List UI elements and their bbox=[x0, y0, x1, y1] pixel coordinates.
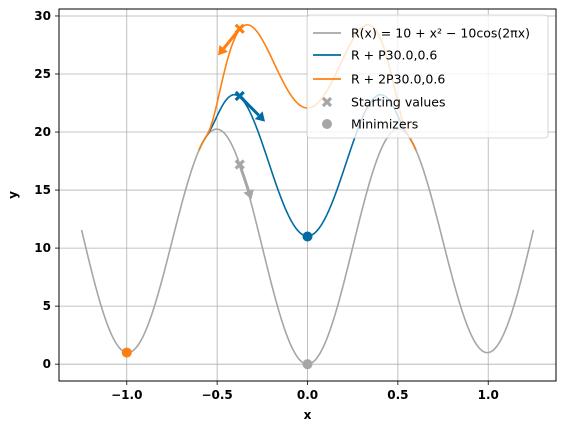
x-tick-label: 0.5 bbox=[387, 388, 408, 402]
x-marker-stroke bbox=[234, 90, 245, 102]
x-tick-label: 0.0 bbox=[297, 388, 318, 402]
minimizer-marker bbox=[302, 231, 313, 242]
y-tick-label: 20 bbox=[34, 125, 51, 139]
x-marker-stroke bbox=[234, 23, 245, 34]
gradient-arrow-head bbox=[243, 189, 254, 200]
minimizer-marker bbox=[302, 359, 313, 370]
gradient-arrow-head bbox=[218, 44, 228, 56]
y-tick-label: 5 bbox=[43, 299, 51, 313]
legend-circle-swatch bbox=[322, 119, 332, 129]
y-tick-label: 30 bbox=[34, 9, 51, 23]
ticks: −1.0 −0.5 0.0 0.5 1.0 0 5 10 15 20 25 30 bbox=[34, 9, 499, 402]
y-tick-label: 10 bbox=[34, 241, 51, 255]
x-axis-label: x bbox=[304, 408, 312, 422]
x-marker-stroke bbox=[321, 96, 333, 108]
starting-value-marker bbox=[234, 23, 245, 34]
gradient-arrow-shaft bbox=[238, 164, 251, 192]
legend-x-swatch bbox=[321, 96, 333, 108]
x-marker-stroke bbox=[234, 159, 245, 170]
y-axis-label: y bbox=[6, 191, 20, 199]
y-tick-label: 25 bbox=[34, 67, 51, 81]
x-tick-label: 1.0 bbox=[478, 388, 499, 402]
legend-label: R(x) = 10 + x² − 10cos(2πx) bbox=[351, 26, 530, 41]
y-tick-label: 15 bbox=[34, 183, 51, 197]
starting-value-marker bbox=[234, 159, 245, 170]
gradient-arrow-head bbox=[254, 111, 266, 122]
legend-box bbox=[306, 14, 549, 139]
legend: R(x) = 10 + x² − 10cos(2πx) R + P30.0,0.6… bbox=[306, 14, 549, 139]
minimizer-marker bbox=[121, 347, 132, 358]
legend-label: R + P30.0,0.6 bbox=[351, 48, 437, 63]
marker-layer bbox=[121, 23, 313, 370]
x-tick-label: −0.5 bbox=[201, 388, 232, 402]
y-tick-label: 0 bbox=[43, 357, 51, 371]
legend-label: R + 2P30.0,0.6 bbox=[351, 72, 445, 87]
legend-label: Starting values bbox=[351, 95, 446, 110]
legend-label: Minimizers bbox=[351, 117, 418, 132]
x-tick-label: −1.0 bbox=[111, 388, 142, 402]
starting-value-marker bbox=[234, 90, 245, 102]
